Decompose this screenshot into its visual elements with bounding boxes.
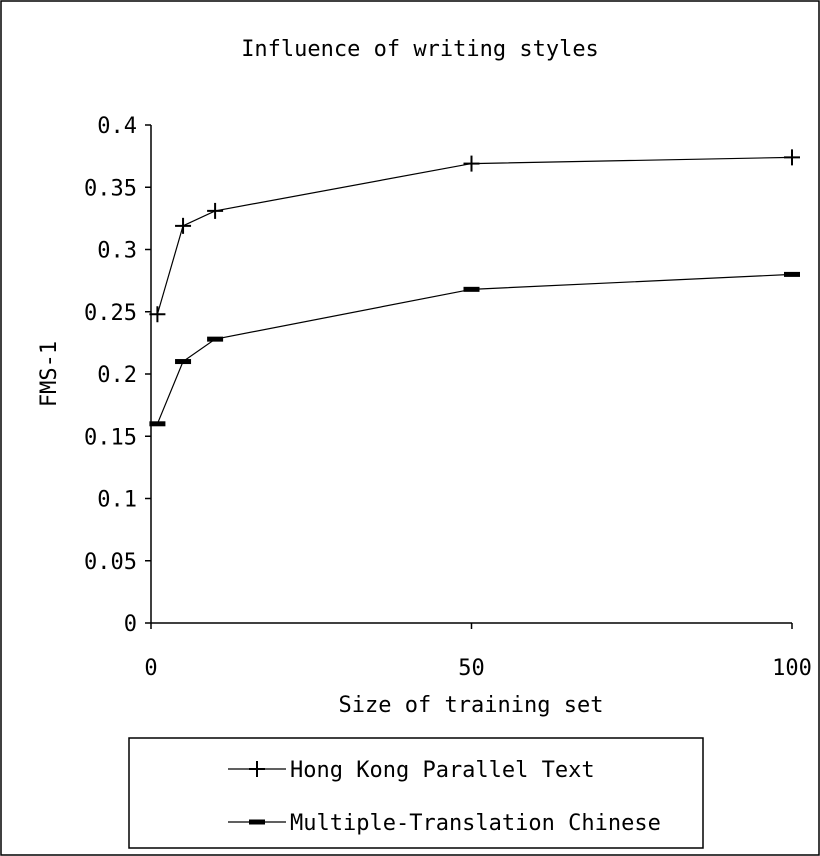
data-point <box>463 286 480 292</box>
y-tick-label: 0.1 <box>97 488 137 513</box>
data-point <box>175 217 192 234</box>
legend-box <box>128 737 704 849</box>
legend-label: Multiple-Translation Chinese <box>290 811 661 836</box>
legend-item: Hong Kong Parallel Text <box>228 758 595 783</box>
y-tick-label: 0 <box>124 612 137 637</box>
x-axis-label: Size of training set <box>339 693 604 718</box>
data-point <box>784 271 800 277</box>
chart-title: Influence of writing styles <box>241 37 599 62</box>
legend-item: Multiple-Translation Chinese <box>228 811 661 836</box>
series-layer <box>149 149 800 427</box>
x-tick-label: 0 <box>144 656 157 681</box>
series-1 <box>149 149 800 323</box>
y-axis-label: FMS-1 <box>37 341 62 407</box>
x-tick-label: 50 <box>458 656 485 681</box>
y-tick-label: 0.2 <box>97 363 137 388</box>
y-tick-label: 0.25 <box>84 301 137 326</box>
x-ticks: 0 50 100 <box>144 623 812 681</box>
y-ticks: 0 0.05 0.1 0.15 0.2 0.25 0.3 0.35 0.4 <box>84 114 151 637</box>
data-point <box>149 306 166 323</box>
data-point <box>175 359 192 365</box>
legend-items: Hong Kong Parallel Text Multiple-Translat… <box>228 758 661 836</box>
y-tick-label: 0.05 <box>84 550 137 575</box>
data-point <box>249 819 265 825</box>
legend-label: Hong Kong Parallel Text <box>290 758 595 783</box>
x-tick-label: 100 <box>772 656 812 681</box>
data-point <box>249 761 265 777</box>
data-point <box>784 149 800 166</box>
y-tick-label: 0.4 <box>97 114 137 139</box>
y-tick-label: 0.3 <box>97 239 137 264</box>
series-2 <box>149 271 800 427</box>
data-point <box>207 336 224 342</box>
y-tick-label: 0.35 <box>84 176 137 201</box>
plot-area: 0 0.05 0.1 0.15 0.2 0.25 0.3 0.35 0.4 0 50 100 <box>84 114 812 681</box>
y-tick-label: 0.15 <box>84 425 137 450</box>
data-point <box>207 202 224 219</box>
legend: Hong Kong Parallel Text Multiple-Translat… <box>128 737 704 849</box>
data-point <box>149 421 166 427</box>
data-point <box>463 155 480 172</box>
